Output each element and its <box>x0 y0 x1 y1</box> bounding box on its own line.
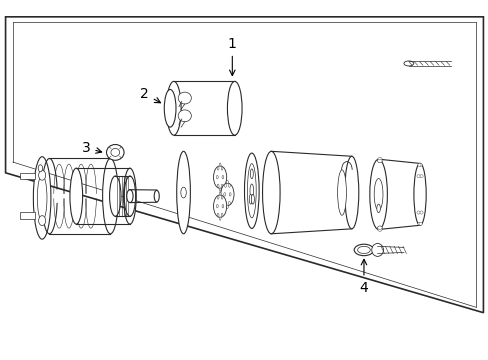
Ellipse shape <box>216 204 218 208</box>
Ellipse shape <box>70 168 82 224</box>
Ellipse shape <box>419 211 422 214</box>
Ellipse shape <box>154 190 159 202</box>
Ellipse shape <box>377 157 381 161</box>
Ellipse shape <box>178 92 191 104</box>
Ellipse shape <box>224 193 225 196</box>
Ellipse shape <box>39 170 45 180</box>
Ellipse shape <box>377 226 381 230</box>
Ellipse shape <box>222 204 224 208</box>
Ellipse shape <box>219 163 221 167</box>
Ellipse shape <box>219 188 221 191</box>
Ellipse shape <box>164 89 176 127</box>
Ellipse shape <box>377 226 381 230</box>
Ellipse shape <box>377 228 381 231</box>
Ellipse shape <box>213 195 226 217</box>
Ellipse shape <box>418 222 421 225</box>
Ellipse shape <box>376 204 380 213</box>
Polygon shape <box>20 173 35 179</box>
Ellipse shape <box>38 165 42 172</box>
Ellipse shape <box>37 175 47 221</box>
Ellipse shape <box>219 217 221 220</box>
Ellipse shape <box>244 153 259 228</box>
Ellipse shape <box>124 176 135 216</box>
Ellipse shape <box>33 157 51 239</box>
Ellipse shape <box>221 213 223 217</box>
Ellipse shape <box>178 110 191 122</box>
Ellipse shape <box>217 167 219 170</box>
Ellipse shape <box>216 175 218 179</box>
Ellipse shape <box>251 194 254 204</box>
Ellipse shape <box>166 81 181 135</box>
Ellipse shape <box>111 148 120 156</box>
Ellipse shape <box>39 216 45 226</box>
Ellipse shape <box>217 213 219 217</box>
Ellipse shape <box>373 179 382 210</box>
Ellipse shape <box>416 175 419 178</box>
Ellipse shape <box>181 187 186 198</box>
Ellipse shape <box>217 184 219 188</box>
Ellipse shape <box>344 156 358 229</box>
Text: 3: 3 <box>81 141 102 155</box>
Ellipse shape <box>262 151 280 234</box>
Polygon shape <box>5 17 483 313</box>
Ellipse shape <box>217 196 219 199</box>
Ellipse shape <box>221 183 234 206</box>
Ellipse shape <box>228 184 230 187</box>
Ellipse shape <box>247 164 256 218</box>
Ellipse shape <box>369 159 386 229</box>
Ellipse shape <box>102 158 118 234</box>
Ellipse shape <box>228 201 230 205</box>
Ellipse shape <box>403 61 413 66</box>
Ellipse shape <box>353 244 373 256</box>
Ellipse shape <box>226 180 228 184</box>
Ellipse shape <box>377 159 381 163</box>
Ellipse shape <box>222 175 224 179</box>
Ellipse shape <box>221 184 223 188</box>
Ellipse shape <box>227 81 242 135</box>
Ellipse shape <box>357 246 369 253</box>
Ellipse shape <box>377 159 381 163</box>
Ellipse shape <box>419 175 422 178</box>
Ellipse shape <box>224 184 226 187</box>
Ellipse shape <box>249 194 252 204</box>
Ellipse shape <box>226 205 228 208</box>
Ellipse shape <box>417 222 420 225</box>
Text: 1: 1 <box>227 37 236 76</box>
Polygon shape <box>20 212 35 219</box>
Ellipse shape <box>224 201 226 205</box>
Ellipse shape <box>123 168 136 224</box>
Ellipse shape <box>417 163 420 167</box>
Text: 2: 2 <box>140 87 160 103</box>
Ellipse shape <box>249 184 253 198</box>
Ellipse shape <box>229 193 231 196</box>
Ellipse shape <box>176 151 190 234</box>
Ellipse shape <box>418 163 421 167</box>
Ellipse shape <box>337 170 346 215</box>
Ellipse shape <box>219 192 221 195</box>
Ellipse shape <box>126 190 133 203</box>
Ellipse shape <box>213 166 226 188</box>
Ellipse shape <box>416 211 419 214</box>
Ellipse shape <box>221 167 223 170</box>
Ellipse shape <box>109 176 121 216</box>
Ellipse shape <box>413 163 426 225</box>
Ellipse shape <box>371 243 383 256</box>
Ellipse shape <box>221 196 223 199</box>
Ellipse shape <box>250 169 253 179</box>
Text: 4: 4 <box>359 259 367 294</box>
Ellipse shape <box>106 144 124 160</box>
